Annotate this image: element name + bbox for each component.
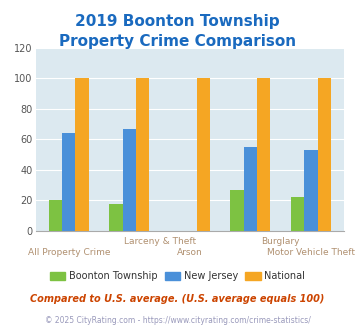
Bar (318, 79, 331, 231)
Legend: Boonton Township, New Jersey, National: Boonton Township, New Jersey, National (46, 267, 309, 285)
Bar (76, 79, 89, 231)
Text: Motor Vehicle Theft: Motor Vehicle Theft (267, 248, 355, 257)
Bar (230, 190, 244, 231)
Text: 2019 Boonton Township: 2019 Boonton Township (75, 14, 280, 29)
Text: Burglary: Burglary (262, 237, 300, 246)
Text: All Property Crime: All Property Crime (28, 248, 110, 257)
Bar (304, 150, 318, 231)
Bar (197, 79, 210, 231)
Bar (136, 79, 149, 231)
Bar (123, 129, 136, 231)
Text: Arson: Arson (177, 248, 203, 257)
Bar (257, 79, 271, 231)
Bar (109, 204, 123, 231)
Bar (62, 133, 76, 231)
Text: Compared to U.S. average. (U.S. average equals 100): Compared to U.S. average. (U.S. average … (30, 294, 325, 304)
Bar (244, 147, 257, 231)
Text: Larceny & Theft: Larceny & Theft (124, 237, 196, 246)
Bar (291, 197, 304, 231)
Bar (49, 200, 62, 231)
Text: © 2025 CityRating.com - https://www.cityrating.com/crime-statistics/: © 2025 CityRating.com - https://www.city… (45, 315, 310, 325)
Text: Property Crime Comparison: Property Crime Comparison (59, 34, 296, 49)
